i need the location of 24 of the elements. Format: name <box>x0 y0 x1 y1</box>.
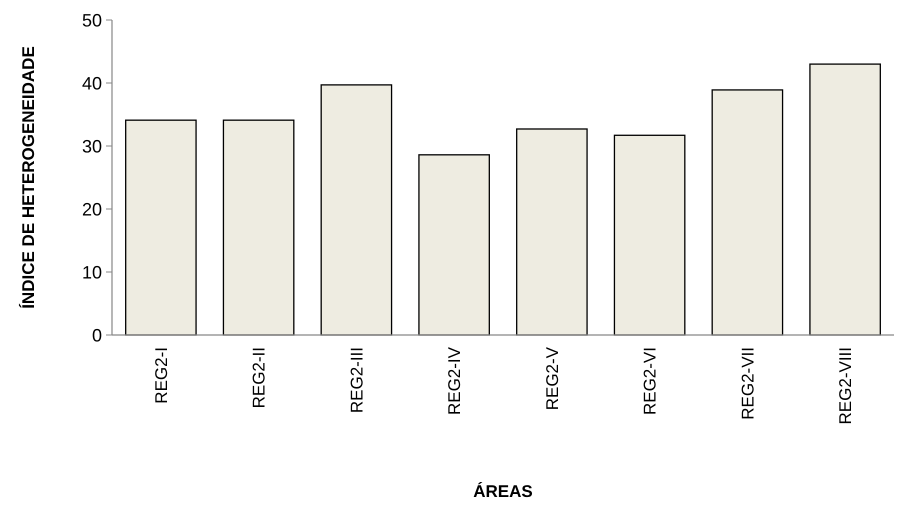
x-tick-label: REG2-III <box>347 347 366 414</box>
x-tick-label: REG2-VII <box>738 347 758 420</box>
x-tick-label: REG2-II <box>250 347 269 408</box>
y-tick-label: 20 <box>82 199 102 220</box>
y-tick-label: 0 <box>92 325 102 346</box>
y-tick-label: 10 <box>82 262 102 282</box>
y-tick-label: 30 <box>82 136 102 156</box>
x-axis-title: ÁREAS <box>473 481 533 501</box>
bar <box>516 128 588 336</box>
y-tick-label: 50 <box>82 10 102 30</box>
y-tick-label: 40 <box>82 73 102 94</box>
x-tick-label: REG2-IV <box>445 346 464 416</box>
bar <box>712 89 784 336</box>
bar <box>809 63 881 336</box>
x-tick-label: REG2-VI <box>640 347 660 416</box>
bar <box>418 154 490 336</box>
bar <box>320 84 392 336</box>
bar <box>125 120 197 336</box>
bar <box>614 134 686 336</box>
x-tick-label: REG2-V <box>542 346 562 410</box>
x-tick-label: REG2-VIII <box>836 347 856 424</box>
x-tick-label: REG2-I <box>152 347 171 404</box>
bar <box>222 120 294 336</box>
y-axis-title: ÍNDICE DE HETEROGENEIDADE <box>18 46 38 309</box>
